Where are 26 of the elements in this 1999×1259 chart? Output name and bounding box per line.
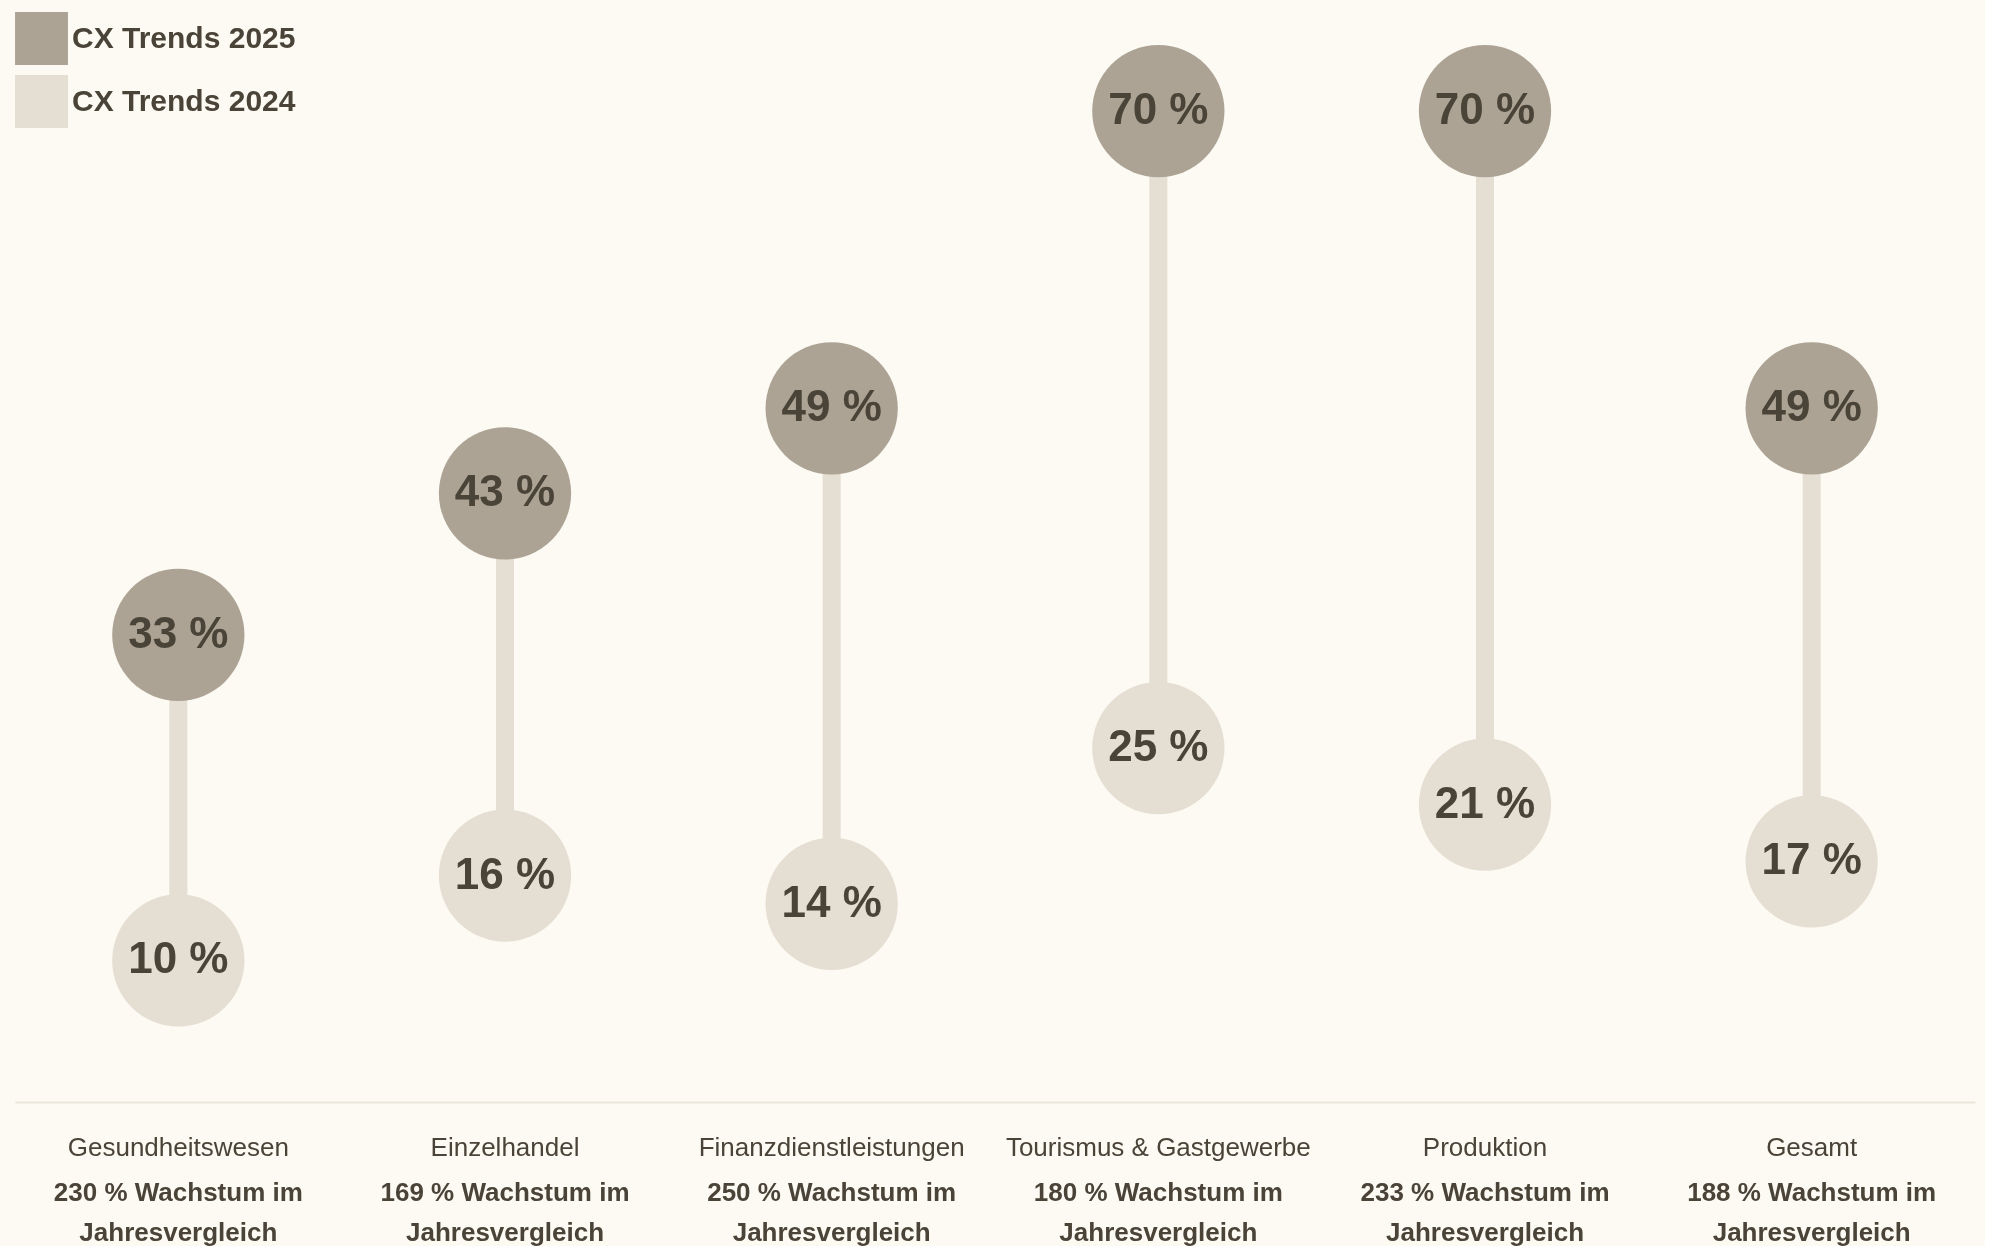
x-tick-label: Tourismus & Gastgewerbe (1005, 1131, 1311, 1162)
text: 250 % Wachstum im Jahresvergleich (707, 1177, 957, 1247)
data-label: 16 % (454, 848, 556, 898)
text: 169 % Wachstum im Jahresvergleich (380, 1177, 630, 1247)
legend-label: CX Trends 2024 (72, 83, 296, 117)
data-label: 70 % (1434, 84, 1536, 134)
data-label: 43 % (454, 466, 556, 516)
data-label: 14 % (781, 876, 882, 926)
text: 230 % Wachstum im Jahresvergleich (53, 1177, 303, 1247)
data-label: 49 % (1761, 381, 1862, 431)
text: 188 % Wachstum im Jahresvergleich (1687, 1177, 1937, 1247)
data-label: 70 % (1108, 84, 1209, 134)
data-label: 25 % (1108, 721, 1209, 771)
x-tick-label: Gesundheitswesen (67, 1131, 289, 1162)
text: 233 % Wachstum im Jahresvergleich (1360, 1177, 1610, 1247)
x-tick-label: Gesamt (1766, 1131, 1858, 1162)
x-tick-label: Finanzdienstleistungen (698, 1131, 965, 1162)
x-tick-label: Produktion (1422, 1131, 1548, 1162)
x-tick-label: Einzelhandel (430, 1131, 580, 1162)
data-label: 49 % (781, 381, 882, 431)
text: 180 % Wachstum im Jahresvergleich (1033, 1177, 1283, 1247)
legend-label: CX Trends 2025 (72, 20, 296, 54)
data-label: 33 % (128, 607, 229, 657)
data-label: 10 % (128, 933, 229, 983)
data-label: 17 % (1761, 834, 1862, 884)
data-label: 21 % (1434, 777, 1536, 827)
